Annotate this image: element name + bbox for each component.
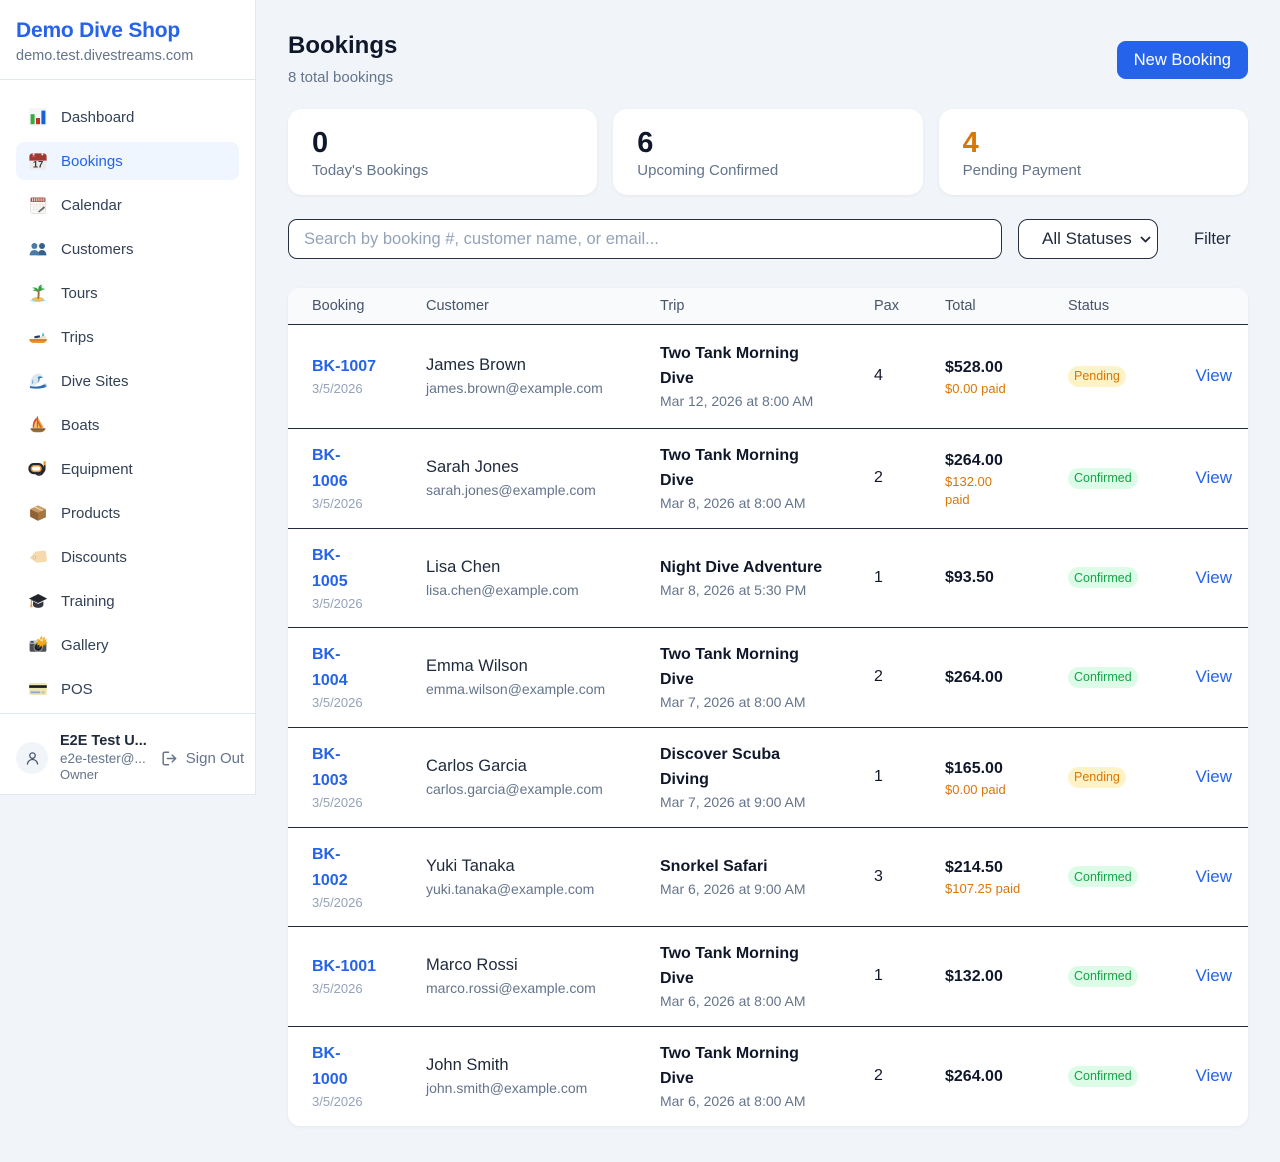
svg-text:17: 17 bbox=[33, 160, 44, 171]
